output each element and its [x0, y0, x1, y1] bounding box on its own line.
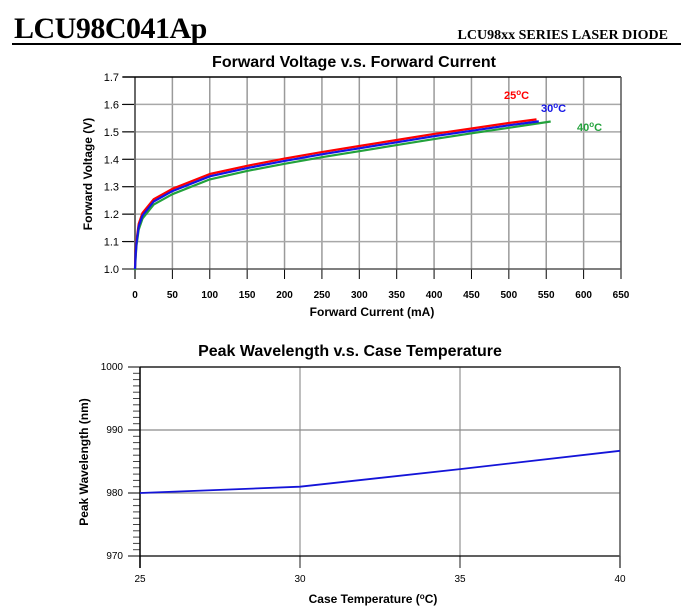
chart1-y-tick-label: 1.5: [104, 127, 119, 139]
series-title: LCU98xx SERIES LASER DIODE: [457, 28, 668, 43]
chart1-x-tick-labels: 0 50 100 150 200 250 300 350 400 450 500 550 600 650: [132, 290, 630, 301]
chart1-y-tick-labels: 1.0 1.1 1.2 1.3 1.4 1.5 1.6 1.7: [104, 72, 119, 276]
chart1-y-tick-label: 1.4: [104, 154, 119, 166]
chart2-x-tick-label: 35: [454, 574, 466, 585]
chart1-x-tick-label: 200: [276, 290, 293, 301]
chart1-x-tick-label: 50: [167, 290, 179, 301]
chart1-x-tick-label: 400: [426, 290, 443, 301]
chart1-y-tick-label: 1.2: [104, 209, 119, 221]
chart2-y-tick-label: 990: [106, 425, 123, 436]
chart1-x-tick-label: 300: [351, 290, 368, 301]
chart1-x-tick-label: 350: [388, 290, 405, 301]
legend-label-30c: 30oC: [541, 101, 566, 115]
forward-voltage-chart: Forward Voltage v.s. Forward Current 0 50…: [81, 54, 630, 319]
chart2-x-tick-label: 25: [134, 574, 146, 585]
chart2-y-tick-label: 980: [106, 488, 123, 499]
chart1-series-line-25c: [133, 118, 537, 268]
chart1-axes: [122, 76, 622, 279]
chart1-x-tick-label: 250: [314, 290, 331, 301]
chart2-y-axis-label: Peak Wavelength (nm): [77, 398, 91, 526]
chart1-x-tick-label: 500: [501, 290, 518, 301]
chart1-grid: [123, 77, 621, 269]
chart2-x-tick-label: 30: [294, 574, 306, 585]
chart1-title: Forward Voltage v.s. Forward Current: [212, 54, 497, 71]
chart2-axes: [128, 366, 621, 568]
chart1-x-tick-label: 150: [239, 290, 256, 301]
chart1-y-tick-label: 1.1: [104, 237, 119, 249]
chart1-x-tick-label: 650: [613, 290, 630, 301]
chart2-x-tick-labels: 25 30 35 40: [134, 574, 626, 585]
chart1-x-tick-label: 100: [201, 290, 218, 301]
chart1-y-tick-label: 1.7: [104, 72, 119, 84]
legend-label-40c: 40oC: [577, 120, 602, 134]
chart2-x-tick-label: 40: [614, 574, 626, 585]
chart1-y-tick-label: 1.3: [104, 182, 119, 194]
chart1-x-tick-label: 450: [463, 290, 480, 301]
chart2-x-axis-label: Case Temperature (oC): [309, 592, 438, 606]
chart1-series: [133, 118, 551, 271]
chart1-x-tick-label: 550: [538, 290, 555, 301]
header-rule: [12, 43, 681, 45]
chart1-y-tick-label: 1.0: [104, 264, 119, 276]
chart2-y-tick-labels: 970 980 990 1000: [101, 362, 124, 562]
chart2-title: Peak Wavelength v.s. Case Temperature: [198, 343, 502, 360]
chart2-grid: [140, 367, 620, 556]
chart1-y-tick-label: 1.6: [104, 99, 119, 111]
chart1-x-tick-label: 600: [575, 290, 592, 301]
chart1-series-line-40c: [133, 120, 551, 271]
chart1-y-axis-label: Forward Voltage (V): [81, 118, 95, 230]
chart2-series: [139, 449, 621, 494]
chart2-y-tick-label: 1000: [101, 362, 124, 373]
chart1-x-tick-label: 0: [132, 290, 138, 301]
chart1-x-axis-label: Forward Current (mA): [310, 305, 435, 319]
part-number-title: LCU98C041Ap: [14, 12, 207, 45]
chart1-series-line-30c: [133, 120, 539, 270]
legend-label-25c: 25oC: [504, 88, 529, 102]
chart2-y-tick-label: 970: [106, 551, 123, 562]
chart2-series-line-wavelength: [139, 449, 621, 494]
